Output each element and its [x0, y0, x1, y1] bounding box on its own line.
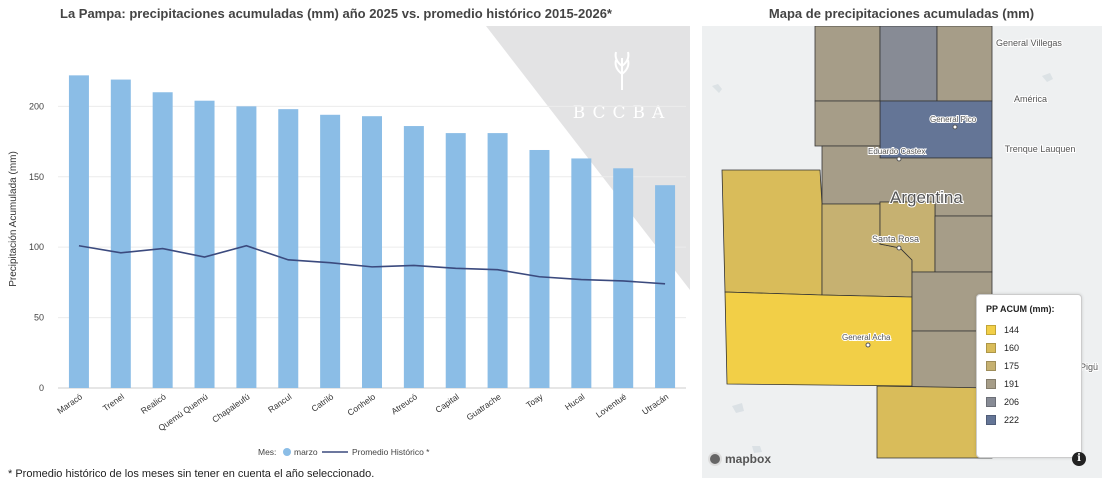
bar — [655, 185, 676, 388]
chart-title: La Pampa: precipitaciones acumuladas (mm… — [60, 6, 612, 21]
y-tick-label: 100 — [29, 242, 44, 252]
place-general-villegas: General Villegas — [996, 38, 1062, 48]
bar-line-chart: BCCBA 0 50 100 150 200 Precipitación Acumulada… — [8, 26, 690, 457]
x-tick-label: Rancul — [266, 391, 294, 414]
map-legend: PP ACUM (mm): 144 160 175 191 206 222 — [976, 294, 1082, 458]
map-legend-label: 222 — [1004, 415, 1020, 425]
legend-swatch — [986, 397, 996, 407]
map-legend-label: 144 — [1004, 325, 1020, 335]
region-conhelo — [814, 100, 881, 147]
region-north-center — [879, 26, 938, 102]
legend-swatch — [986, 325, 996, 335]
place-trenque-lauquen: Trenque Lauquen — [1005, 144, 1076, 154]
legend-swatch — [986, 415, 996, 425]
bar — [529, 149, 550, 388]
watermark-triangle — [486, 26, 690, 290]
place-general-pico: General Pico — [930, 115, 977, 124]
bar — [278, 109, 299, 389]
bar — [110, 79, 131, 388]
map-legend-label: 175 — [1004, 361, 1020, 371]
place-america: América — [1014, 94, 1047, 104]
region-north-west — [814, 26, 881, 102]
bar — [236, 106, 257, 388]
bar — [362, 116, 382, 389]
x-tick-label: Catriló — [309, 391, 335, 413]
legend-swatch — [986, 361, 996, 371]
x-tick-label: Utracán — [640, 391, 670, 416]
y-tick-label: 0 — [39, 383, 44, 393]
bar — [571, 158, 592, 388]
x-tick-label: Hucal — [563, 391, 587, 412]
x-tick-label: Maracó — [55, 391, 84, 416]
bar — [152, 92, 173, 388]
bar — [68, 75, 89, 388]
region-atreuco — [934, 215, 993, 273]
bar — [613, 168, 634, 388]
y-tick-label: 150 — [29, 172, 44, 182]
region-south — [876, 385, 993, 459]
map-city-dots — [865, 124, 958, 348]
x-tick-label: Toay — [524, 391, 545, 410]
region-toay — [879, 201, 936, 273]
map-legend-label: 206 — [1004, 397, 1020, 407]
x-tick-label: Capital — [433, 391, 461, 414]
y-axis-label: Precipitación Acumulada (mm) — [8, 151, 19, 287]
wheat-logo-icon — [614, 51, 630, 90]
bar — [445, 133, 466, 388]
map-legend-item: 144 — [986, 321, 1072, 339]
place-pigue: Pigü — [1080, 362, 1098, 372]
watermark-text: BCCBA — [573, 103, 672, 123]
place-santa-rosa: Santa Rosa — [872, 234, 919, 244]
x-tick-label: Trenel — [101, 391, 126, 413]
map-labels: General Villegas América Trenque Lauquen… — [841, 37, 1099, 373]
legend-title: Mes: — [258, 447, 276, 457]
x-tick-label: Guatrache — [464, 391, 502, 422]
place-general-acha: General Acha — [842, 333, 891, 342]
info-icon[interactable]: i — [1072, 452, 1086, 466]
region-west — [721, 169, 823, 296]
department-polygons — [721, 26, 993, 459]
map-legend-item: 206 — [986, 393, 1072, 411]
region-north-east — [936, 26, 993, 102]
mapbox-attribution: mapbox — [725, 452, 772, 466]
map-legend-title: PP ACUM (mm): — [986, 304, 1055, 314]
legend-swatch — [986, 379, 996, 389]
y-tick-label: 50 — [34, 313, 44, 323]
legend-label: Promedio Histórico * — [352, 447, 430, 457]
place-eduardo-castex: Eduardo Castex — [868, 147, 925, 156]
map-legend-item: 175 — [986, 357, 1072, 375]
mapbox-logo[interactable]: mapbox — [708, 452, 771, 466]
y-tick-label: 200 — [29, 101, 44, 111]
map-legend-label: 191 — [1004, 379, 1020, 389]
x-tick-label: Atreucó — [389, 391, 419, 416]
map-canvas[interactable]: General Villegas América Trenque Lauquen… — [702, 26, 1102, 478]
map-legend-label: 160 — [1004, 343, 1020, 353]
x-tick-label: Conhelo — [345, 391, 377, 418]
x-tick-label: Chapaleufú — [210, 391, 252, 424]
place-argentina: Argentina — [890, 188, 963, 207]
map-legend-item: 191 — [986, 375, 1072, 393]
bar — [320, 114, 341, 389]
map-svg[interactable]: General Villegas América Trenque Lauquen… — [702, 26, 1102, 478]
line-series-promedio — [78, 244, 666, 285]
mapbox-icon — [708, 452, 722, 466]
bar — [194, 100, 215, 388]
bar — [487, 133, 508, 388]
legend-marker-bar — [283, 448, 291, 456]
x-tick-label: Loventué — [594, 391, 629, 419]
map-panel: Mapa de precipitaciones acumuladas (mm) — [700, 0, 1103, 486]
x-tick-label: Realicó — [139, 391, 168, 416]
footnote: * Promedio histórico de los meses sin te… — [8, 468, 375, 480]
map-legend-item: 222 — [986, 411, 1072, 429]
chart-panel: La Pampa: precipitaciones acumuladas (mm… — [8, 6, 690, 480]
map-title: Mapa de precipitaciones acumuladas (mm) — [768, 6, 1035, 21]
bar — [403, 126, 424, 389]
legend-label: marzo — [294, 447, 318, 457]
map-legend-item: 160 — [986, 339, 1072, 357]
legend-swatch — [986, 343, 996, 353]
